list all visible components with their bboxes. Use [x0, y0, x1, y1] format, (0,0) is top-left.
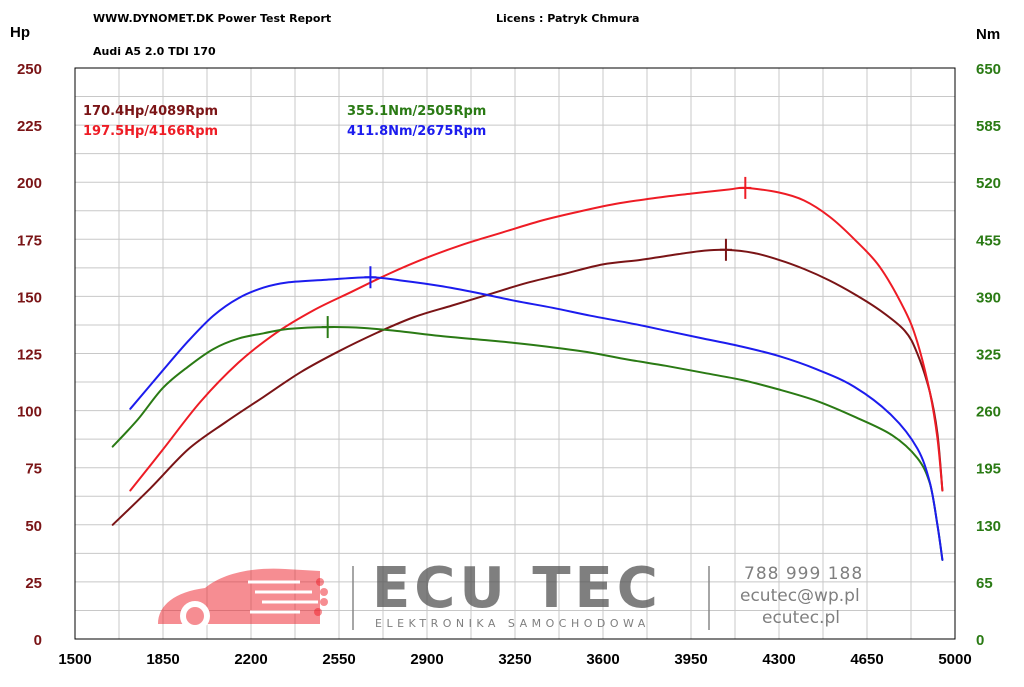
x-tick-label: 3950	[674, 651, 707, 668]
report-title: WWW.DYNOMET.DK Power Test Report	[93, 12, 332, 25]
nm-axis-unit: Nm	[976, 26, 1001, 43]
y-right-tick-label: 260	[976, 404, 1001, 421]
y-left-tick-label: 25	[25, 575, 42, 592]
series-line-hp_stock	[111, 248, 944, 526]
logo-web: ecutec.pl	[762, 608, 840, 628]
y-right-tick-label: 0	[976, 632, 984, 649]
y-left-tick-label: 125	[17, 347, 42, 364]
y-left-tick-label: 150	[17, 289, 42, 306]
x-tick-label: 4300	[762, 651, 795, 668]
y-left-tick-label: 100	[17, 404, 42, 421]
x-tick-label: 1500	[58, 651, 91, 668]
y-left-tick-label: 75	[25, 461, 42, 478]
license-label: Licens : Patryk Chmura	[496, 12, 640, 25]
vehicle-label: Audi A5 2.0 TDI 170	[93, 45, 216, 58]
y-left-tick-label: 0	[34, 632, 42, 649]
ecutec-car-logo	[158, 566, 710, 631]
tick-labels: 1500 1850 2200 2550 2900 3250 3600 3950 4300 4650…	[17, 61, 1001, 668]
x-tick-label: 3600	[586, 651, 619, 668]
y-right-tick-label: 585	[976, 118, 1001, 135]
grid	[74, 67, 956, 640]
x-tick-label: 3250	[498, 651, 531, 668]
y-right-tick-label: 650	[976, 61, 1001, 78]
x-tick-label: 2550	[322, 651, 355, 668]
peak-hp-stock: 170.4Hp/4089Rpm	[83, 104, 219, 119]
y-right-tick-label: 390	[976, 289, 1001, 306]
x-tick-label: 4650	[850, 651, 883, 668]
logo-brand: ECU TEC	[372, 556, 662, 621]
peak-markers	[321, 176, 752, 339]
peak-hp-tuned: 197.5Hp/4166Rpm	[83, 124, 219, 139]
logo-phone: 788 999 188	[744, 564, 864, 584]
series-line-nm_tuned	[129, 276, 944, 561]
series-line-hp_tuned	[129, 186, 944, 492]
y-left-tick-label: 225	[17, 118, 42, 135]
y-left-tick-label: 50	[25, 518, 42, 535]
logo-tagline: ELEKTRONIKA SAMOCHODOWA	[375, 617, 650, 630]
peak-nm-stock: 355.1Nm/2505Rpm	[347, 104, 487, 119]
x-tick-label: 2200	[234, 651, 267, 668]
y-right-tick-label: 65	[976, 575, 993, 592]
y-left-tick-label: 250	[17, 61, 42, 78]
y-right-tick-label: 455	[976, 232, 1001, 249]
y-right-tick-label: 520	[976, 175, 1001, 192]
y-left-tick-label: 175	[17, 232, 42, 249]
y-right-tick-label: 195	[976, 461, 1001, 478]
logo-email: ecutec@wp.pl	[740, 586, 860, 606]
x-tick-label: 1850	[146, 651, 179, 668]
plot-frame	[74, 67, 956, 640]
x-tick-label: 2900	[410, 651, 443, 668]
y-right-tick-label: 325	[976, 347, 1001, 364]
peak-nm-tuned: 411.8Nm/2675Rpm	[347, 124, 487, 139]
x-tick-label: 5000	[938, 651, 971, 668]
hp-axis-unit: Hp	[10, 24, 30, 41]
y-right-tick-label: 130	[976, 518, 1001, 535]
series-line-nm_stock	[111, 326, 944, 561]
series-lines	[111, 186, 944, 561]
y-left-tick-label: 200	[17, 175, 42, 192]
